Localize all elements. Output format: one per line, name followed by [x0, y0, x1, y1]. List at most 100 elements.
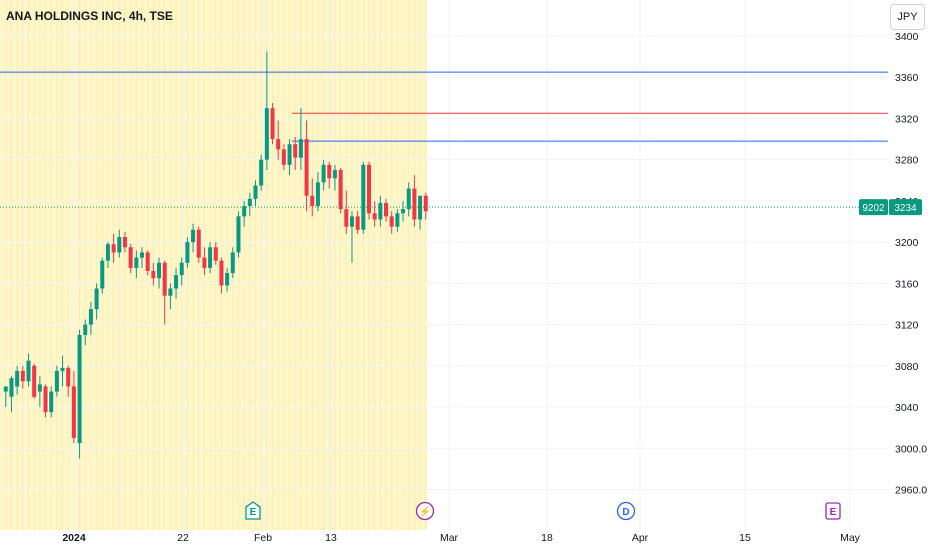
candle-body [259, 159, 264, 186]
y-tick-label: 3280 [895, 155, 919, 167]
candle-body [43, 386, 48, 413]
candle-body [276, 139, 281, 150]
candle-body [321, 164, 326, 183]
candle-body [122, 236, 127, 248]
y-tick-label: 3360 [895, 72, 919, 84]
candle-body [54, 370, 59, 392]
candle-body [77, 334, 82, 444]
candle [213, 242, 218, 265]
candle [94, 283, 99, 320]
candle [66, 365, 71, 397]
candle [378, 195, 383, 227]
candle-body [242, 206, 247, 217]
candle-body [338, 169, 343, 210]
candle-body [406, 188, 411, 210]
candle [111, 233, 116, 263]
candle-body [134, 257, 139, 268]
candle-body [83, 324, 88, 335]
candle-body [378, 202, 383, 220]
candle [168, 283, 173, 310]
candle-body [88, 309, 93, 325]
volume-tag [859, 199, 888, 216]
candle [367, 161, 371, 220]
x-tick-label: 2024 [62, 532, 86, 544]
candle [208, 242, 213, 274]
candle [315, 172, 320, 212]
y-tick-label: 3040 [895, 402, 919, 414]
x-tick-label: Mar [440, 532, 459, 544]
candle-body [304, 139, 309, 196]
candle-body [355, 216, 360, 230]
candle-body [157, 262, 162, 279]
candle-body [185, 242, 190, 263]
candle-body [9, 378, 14, 397]
candle [230, 247, 235, 279]
horizontal-lines [0, 71, 888, 208]
candle [247, 192, 252, 217]
candle [140, 247, 144, 268]
candle [242, 200, 247, 227]
x-tick-label: 15 [739, 532, 751, 544]
candle-body [310, 195, 315, 207]
candle [406, 182, 411, 217]
candle-body [315, 182, 320, 207]
candles [3, 51, 428, 459]
y-tick-label: 3400 [895, 31, 919, 43]
candle-body [179, 262, 184, 276]
candle [287, 139, 292, 176]
candle [54, 365, 59, 397]
candle [270, 102, 275, 145]
candle-body [128, 247, 133, 268]
grid [0, 0, 888, 530]
candle-body [191, 229, 196, 243]
candle-body [287, 144, 292, 165]
price-tag [889, 199, 922, 216]
candle [332, 164, 337, 191]
candle-body [26, 360, 31, 382]
candle [185, 236, 190, 268]
candle [117, 229, 122, 258]
candle [310, 178, 315, 217]
candle-body [225, 273, 230, 286]
candle-body [253, 185, 258, 199]
candle-body [270, 108, 275, 140]
event-symbol: E [830, 507, 837, 518]
candle [236, 211, 241, 258]
candle [338, 167, 343, 214]
x-tick-label: Feb [254, 532, 272, 544]
candle-body [361, 164, 366, 230]
candle [157, 257, 162, 289]
candle [43, 384, 48, 418]
candle-body [20, 370, 25, 382]
candle [32, 363, 37, 399]
candle [423, 192, 428, 220]
earnings-icon: E [825, 502, 841, 520]
currency-button[interactable]: JPY [890, 4, 925, 30]
candle-body [349, 216, 354, 227]
candle [37, 376, 42, 408]
candle [3, 386, 8, 408]
candle-body [32, 365, 37, 397]
candle-body [281, 149, 286, 165]
candle-body [384, 202, 389, 217]
candle [321, 159, 326, 191]
candle [145, 250, 150, 276]
candle-body [230, 252, 235, 274]
candle [412, 175, 417, 227]
candle [122, 231, 127, 253]
price-tag-label: 3234 [894, 203, 917, 214]
candle-body [117, 236, 122, 253]
event-badge [415, 501, 435, 521]
candle-body [15, 370, 20, 387]
candle-body [37, 384, 42, 392]
candle [162, 260, 167, 325]
candle-body [213, 247, 218, 261]
candle [276, 120, 281, 160]
candle-body [60, 367, 65, 371]
y-tick-label: 3080 [895, 361, 919, 373]
candle-body [140, 252, 144, 258]
candle [174, 267, 179, 299]
candle-body [264, 108, 269, 160]
x-tick-label: 13 [325, 532, 337, 544]
